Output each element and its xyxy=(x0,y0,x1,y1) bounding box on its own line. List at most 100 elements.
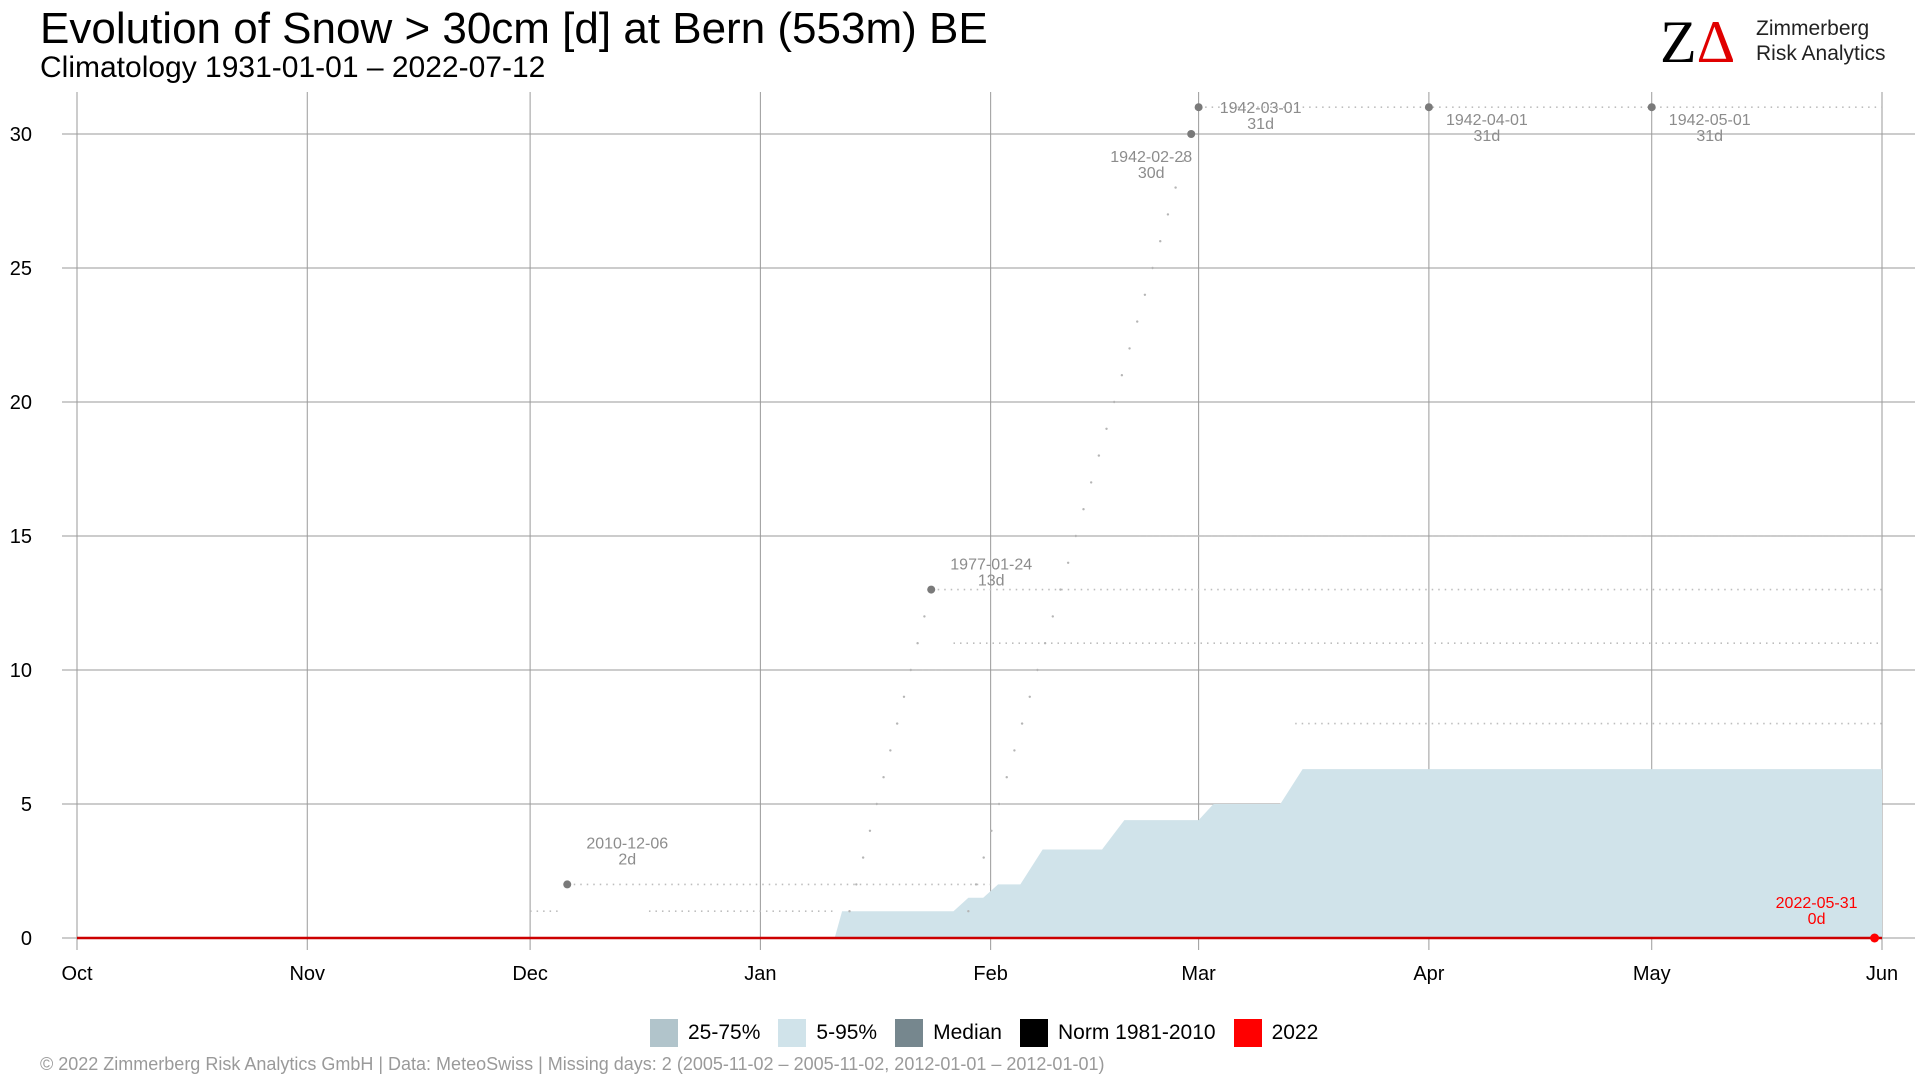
record-ramp-dot xyxy=(1082,508,1085,511)
logo-delta-glyph: Δ xyxy=(1696,9,1736,75)
legend-swatch-2022 xyxy=(1233,1019,1262,1047)
record-date-label: 1942-04-01 xyxy=(1446,112,1528,129)
record-ramp-dot xyxy=(1043,642,1047,645)
current-value-label: 0d xyxy=(1808,911,1826,928)
record-value-label: 13d xyxy=(978,573,1005,590)
x-tick-label: Nov xyxy=(289,963,325,985)
record-date-label: 1942-05-01 xyxy=(1669,112,1751,129)
y-tick-label: 20 xyxy=(10,392,32,414)
x-tick-label: Mar xyxy=(1181,963,1216,985)
record-ramp-dot xyxy=(855,883,858,886)
axis-label-layer: 0 5 10 15 20 25 30 Oct Nov Dec Jan Feb Mar Apr May Jun xyxy=(10,124,1898,985)
dotted-record-layer xyxy=(530,106,1882,913)
record-ramp-dot xyxy=(1013,749,1016,752)
record-ramp-dot xyxy=(861,856,865,859)
legend-swatch-norm xyxy=(1019,1019,1048,1047)
x-tick-label: May xyxy=(1633,963,1671,985)
record-ramp-dot xyxy=(1005,776,1008,779)
record-ramp-dot xyxy=(868,829,872,832)
record-value-label: 31d xyxy=(1474,128,1501,145)
record-ramp-dot xyxy=(1036,668,1039,672)
legend-swatch-5-95 xyxy=(778,1019,807,1047)
record-point xyxy=(927,585,936,594)
record-ramp-dot xyxy=(997,802,1001,806)
legend: 25-75% 5-95% Median Norm 1981-2010 2022 xyxy=(650,1018,1336,1048)
record-ramp-dot xyxy=(1028,695,1031,698)
record-ramp-dot xyxy=(1066,561,1070,564)
record-ramp-dot xyxy=(974,883,978,886)
y-tick-label: 30 xyxy=(10,124,32,146)
chart-title: Evolution of Snow > 30cm [d] at Bern (55… xyxy=(40,4,988,53)
footer-credits: © 2022 Zimmerberg Risk Analytics GmbH | … xyxy=(40,1054,1105,1074)
x-tick-label: Apr xyxy=(1413,963,1444,985)
record-date-label: 1942-02-28 xyxy=(1110,149,1192,166)
record-ramp-dot xyxy=(1151,266,1154,270)
record-ramp-dot xyxy=(1159,240,1162,243)
record-point xyxy=(1647,103,1656,112)
record-value-label: 2d xyxy=(618,851,636,868)
logo-line-2: Risk Analytics xyxy=(1756,42,1886,65)
x-tick-label: Feb xyxy=(973,963,1007,985)
x-tick-label: Oct xyxy=(61,963,93,985)
band-5-95 xyxy=(834,769,1882,938)
legend-swatch-median xyxy=(895,1019,924,1047)
record-ramp-dot xyxy=(1059,588,1062,591)
x-tick-label: Dec xyxy=(512,963,548,985)
y-tick-label: 10 xyxy=(10,660,32,682)
record-ramp-dot xyxy=(1128,347,1131,350)
record-date-label: 1977-01-24 xyxy=(950,557,1032,574)
record-ramp-dot xyxy=(1089,481,1093,484)
record-point xyxy=(1187,130,1196,138)
logo-line-1: Zimmerberg xyxy=(1756,17,1870,40)
band-layer xyxy=(834,769,1882,938)
record-ramp-dot xyxy=(916,642,919,645)
record-ramp-dot xyxy=(1051,615,1054,618)
y-tick-label: 5 xyxy=(21,794,32,816)
legend-label-2022: 2022 xyxy=(1271,1021,1319,1044)
record-ramp-dot xyxy=(909,668,912,672)
y-tick-label: 25 xyxy=(10,258,32,280)
record-point xyxy=(1194,103,1203,112)
record-ramp-dot xyxy=(967,910,970,913)
legend-label-norm: Norm 1981-2010 xyxy=(1057,1021,1216,1044)
record-ramp-dot xyxy=(1120,374,1124,377)
legend-item-2022: 2022 xyxy=(1233,1019,1319,1047)
record-point xyxy=(1424,103,1433,112)
current-date-label: 2022-05-31 xyxy=(1776,895,1858,912)
record-ramp-dot xyxy=(923,615,926,618)
company-logo: ZΔ Zimmerberg Risk Analytics xyxy=(1660,12,1900,72)
record-point xyxy=(563,880,572,889)
legend-item-norm: Norm 1981-2010 xyxy=(1019,1019,1216,1047)
record-ramp-dot xyxy=(1112,400,1116,404)
record-ramp-dot xyxy=(1020,722,1024,725)
x-tick-label: Jun xyxy=(1866,963,1898,985)
record-ramp-dot xyxy=(1097,454,1101,457)
record-ramp-dot xyxy=(982,856,985,859)
record-ramp-dot xyxy=(875,802,878,806)
record-ramp-dot xyxy=(1166,213,1170,216)
record-ramp-dot xyxy=(1074,534,1078,538)
record-ramp-dot xyxy=(882,776,885,779)
record-ramp-dot xyxy=(990,829,993,832)
record-ramp-dot xyxy=(1143,293,1147,296)
record-value-label: 31d xyxy=(1247,116,1274,133)
record-value-label: 30d xyxy=(1138,165,1165,182)
logo-text: Zimmerberg Risk Analytics xyxy=(1756,16,1886,66)
record-ramp-dot xyxy=(1105,427,1108,430)
y-tick-label: 15 xyxy=(10,526,32,548)
legend-label-25-75: 25-75% xyxy=(688,1021,761,1044)
record-ramp-dot xyxy=(1174,186,1177,189)
record-ramp-dot xyxy=(902,695,906,698)
legend-item-5-95: 5-95% xyxy=(778,1019,877,1047)
current-2022-point xyxy=(1870,933,1880,943)
legend-swatch-25-75 xyxy=(650,1019,678,1047)
record-ramp-dot xyxy=(889,749,892,752)
logo-z-glyph: Z xyxy=(1660,9,1697,75)
legend-label-5-95: 5-95% xyxy=(816,1021,878,1044)
record-date-label: 2010-12-06 xyxy=(586,835,668,852)
legend-item-25-75: 25-75% xyxy=(650,1019,760,1047)
legend-item-median: Median xyxy=(895,1019,1002,1047)
record-value-label: 31d xyxy=(1696,128,1723,145)
chart-subtitle: Climatology 1931-01-01 – 2022-07-12 xyxy=(40,51,546,84)
